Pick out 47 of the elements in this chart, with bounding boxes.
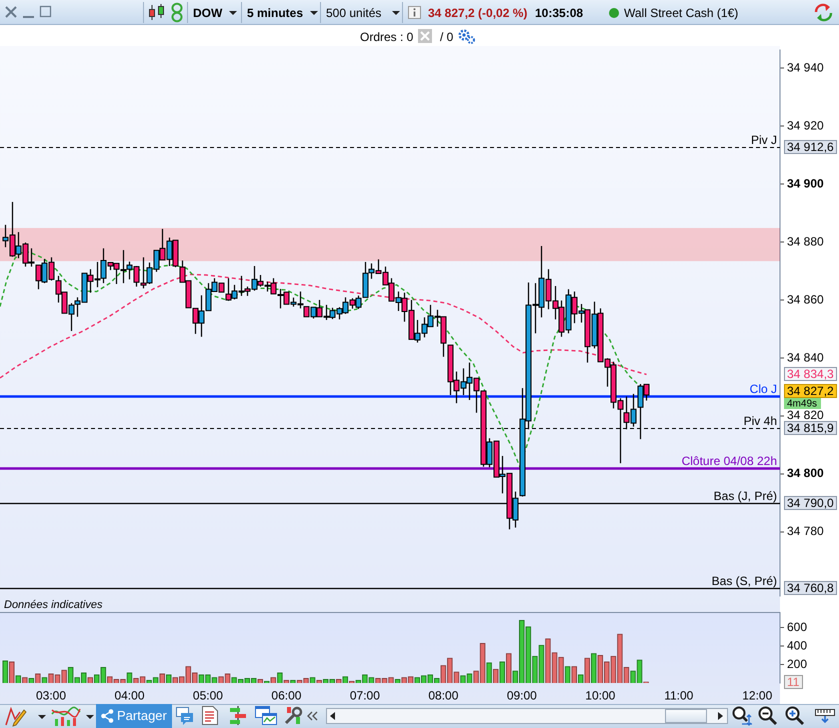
y-tick-label: 34 815,9 [787, 420, 834, 435]
x-tick-label: 03:00 [36, 688, 66, 703]
ref-line-label: Clôture 04/08 22h [682, 454, 777, 468]
x-tick-label: 12:00 [742, 688, 773, 703]
text: 10:35:08 [535, 6, 584, 20]
y-tick-label: 200 [787, 656, 808, 671]
text: / 0 [440, 30, 454, 44]
y-tick-label: 600 [787, 620, 808, 634]
ref-line-label: Bas (S, Pré) [712, 574, 777, 588]
x-tick-label: 08:00 [428, 688, 459, 703]
text: DOW [193, 6, 222, 20]
y-tick-label: 34 800 [787, 466, 824, 480]
text: 500 unités [326, 6, 382, 20]
x-tick-label: 05:00 [192, 688, 224, 703]
text: Ordres : 0 [360, 30, 414, 44]
text: Wall Street Cash (1€) [624, 6, 738, 20]
ref-line-label: Clo J [750, 382, 777, 396]
text: Données indicatives [4, 599, 103, 612]
y-tick-label: 34 900 [787, 176, 824, 190]
ref-line-label: Piv 4h [744, 414, 777, 428]
x-tick-label: 09:00 [506, 688, 538, 703]
y-tick-label: 34 790,0 [787, 496, 834, 510]
y-tick-label: 34 760,8 [787, 580, 834, 595]
text: Partager [117, 708, 167, 723]
y-tick-label: 400 [787, 638, 808, 652]
y-tick-label: 34 860 [787, 292, 824, 306]
text: 34 827,2 (-0,02 %) [428, 6, 528, 20]
ref-line-label: Piv J [750, 133, 777, 147]
y-tick-label: 34 940 [787, 60, 824, 74]
x-tick-label: 06:00 [271, 688, 302, 703]
x-tick-label: 04:00 [114, 688, 145, 703]
x-tick-label: 07:00 [350, 688, 380, 703]
y-tick-label: 34 827,2 [787, 384, 834, 398]
text: 5 minutes [247, 6, 304, 20]
y-tick-label: 34 834,3 [787, 366, 834, 381]
y-tick-label: 34 820 [787, 408, 824, 422]
y-tick-label: 34 780 [787, 524, 824, 538]
x-tick-label: 11:00 [664, 688, 694, 703]
y-tick-label: 11 [787, 674, 800, 689]
x-tick-label: 10:00 [585, 688, 616, 703]
y-tick-label: 34 880 [787, 234, 824, 248]
ref-line-label: Bas (J, Pré) [714, 489, 777, 503]
y-tick-label: 34 840 [787, 350, 824, 364]
line-series [0, 274, 648, 379]
text: 4m49s [787, 398, 818, 410]
y-tick-label: 34 920 [787, 118, 824, 132]
y-tick-label: 34 912,6 [787, 140, 834, 154]
